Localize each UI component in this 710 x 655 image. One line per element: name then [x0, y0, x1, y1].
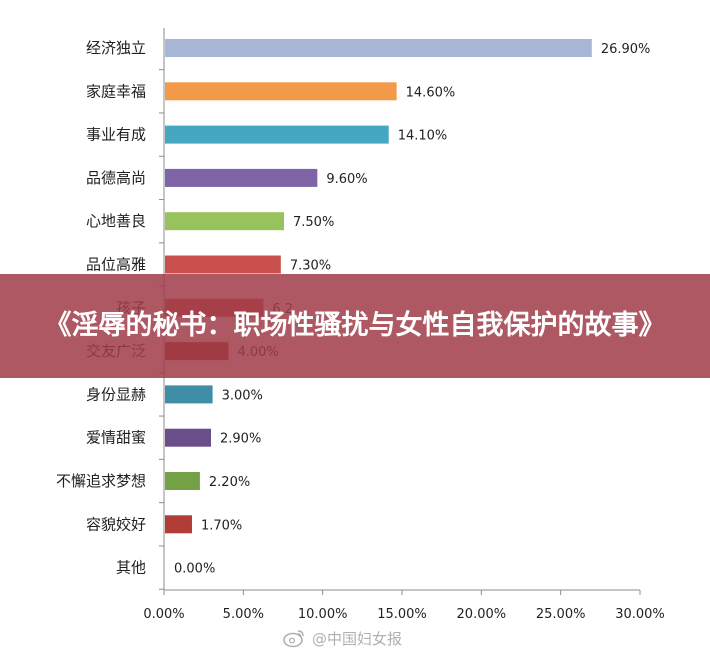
watermark-text: @中国妇女报: [312, 629, 403, 648]
category-label: 其他: [116, 559, 146, 577]
value-label: 14.10%: [398, 129, 448, 144]
bar: [165, 125, 389, 144]
value-label: 9.60%: [326, 172, 367, 187]
value-label: 7.50%: [293, 215, 334, 230]
category-label: 心地善良: [86, 212, 146, 230]
category-label: 爱情甜蜜: [86, 429, 146, 447]
bar: [165, 82, 397, 101]
bar: [165, 168, 318, 187]
category-label: 事业有成: [86, 126, 146, 144]
bar: [165, 428, 212, 447]
category-label: 品位高雅: [86, 256, 146, 274]
banner-title: 《淫辱的秘书：职场性骚扰与女性自我保护的故事》: [44, 310, 666, 341]
bar: [165, 385, 213, 404]
x-tick-label: 25.00%: [536, 607, 586, 622]
category-label: 经济独立: [86, 39, 146, 57]
value-label: 7.30%: [290, 259, 331, 274]
x-tick-label: 20.00%: [457, 607, 507, 622]
bar: [165, 255, 281, 274]
value-label: 2.90%: [220, 432, 261, 447]
category-label: 品德高尚: [86, 169, 146, 187]
value-label: 1.70%: [201, 518, 242, 533]
bar: [165, 39, 592, 57]
value-label: 3.00%: [222, 388, 263, 403]
x-tick-label: 30.00%: [615, 607, 665, 622]
weibo-logo-icon: [283, 630, 304, 648]
category-label: 容貌姣好: [86, 515, 146, 533]
value-label: 14.60%: [406, 85, 456, 100]
watermark: @中国妇女报: [282, 626, 402, 650]
title-banner: 《淫辱的秘书：职场性骚扰与女性自我保护的故事》: [0, 274, 710, 378]
x-tick-label: 0.00%: [143, 607, 184, 622]
category-label: 身份显赫: [86, 385, 146, 403]
bar: [165, 515, 192, 534]
bar: [165, 212, 284, 231]
x-tick-label: 15.00%: [377, 607, 427, 622]
category-label: 不懈追求梦想: [56, 472, 146, 490]
value-label: 2.20%: [209, 475, 250, 490]
category-label: 家庭幸福: [86, 82, 146, 100]
x-tick-label: 5.00%: [223, 607, 264, 622]
value-label: 0.00%: [174, 562, 215, 577]
value-label: 26.90%: [601, 42, 651, 57]
bar: [165, 472, 200, 490]
x-tick-label: 10.00%: [298, 607, 348, 622]
